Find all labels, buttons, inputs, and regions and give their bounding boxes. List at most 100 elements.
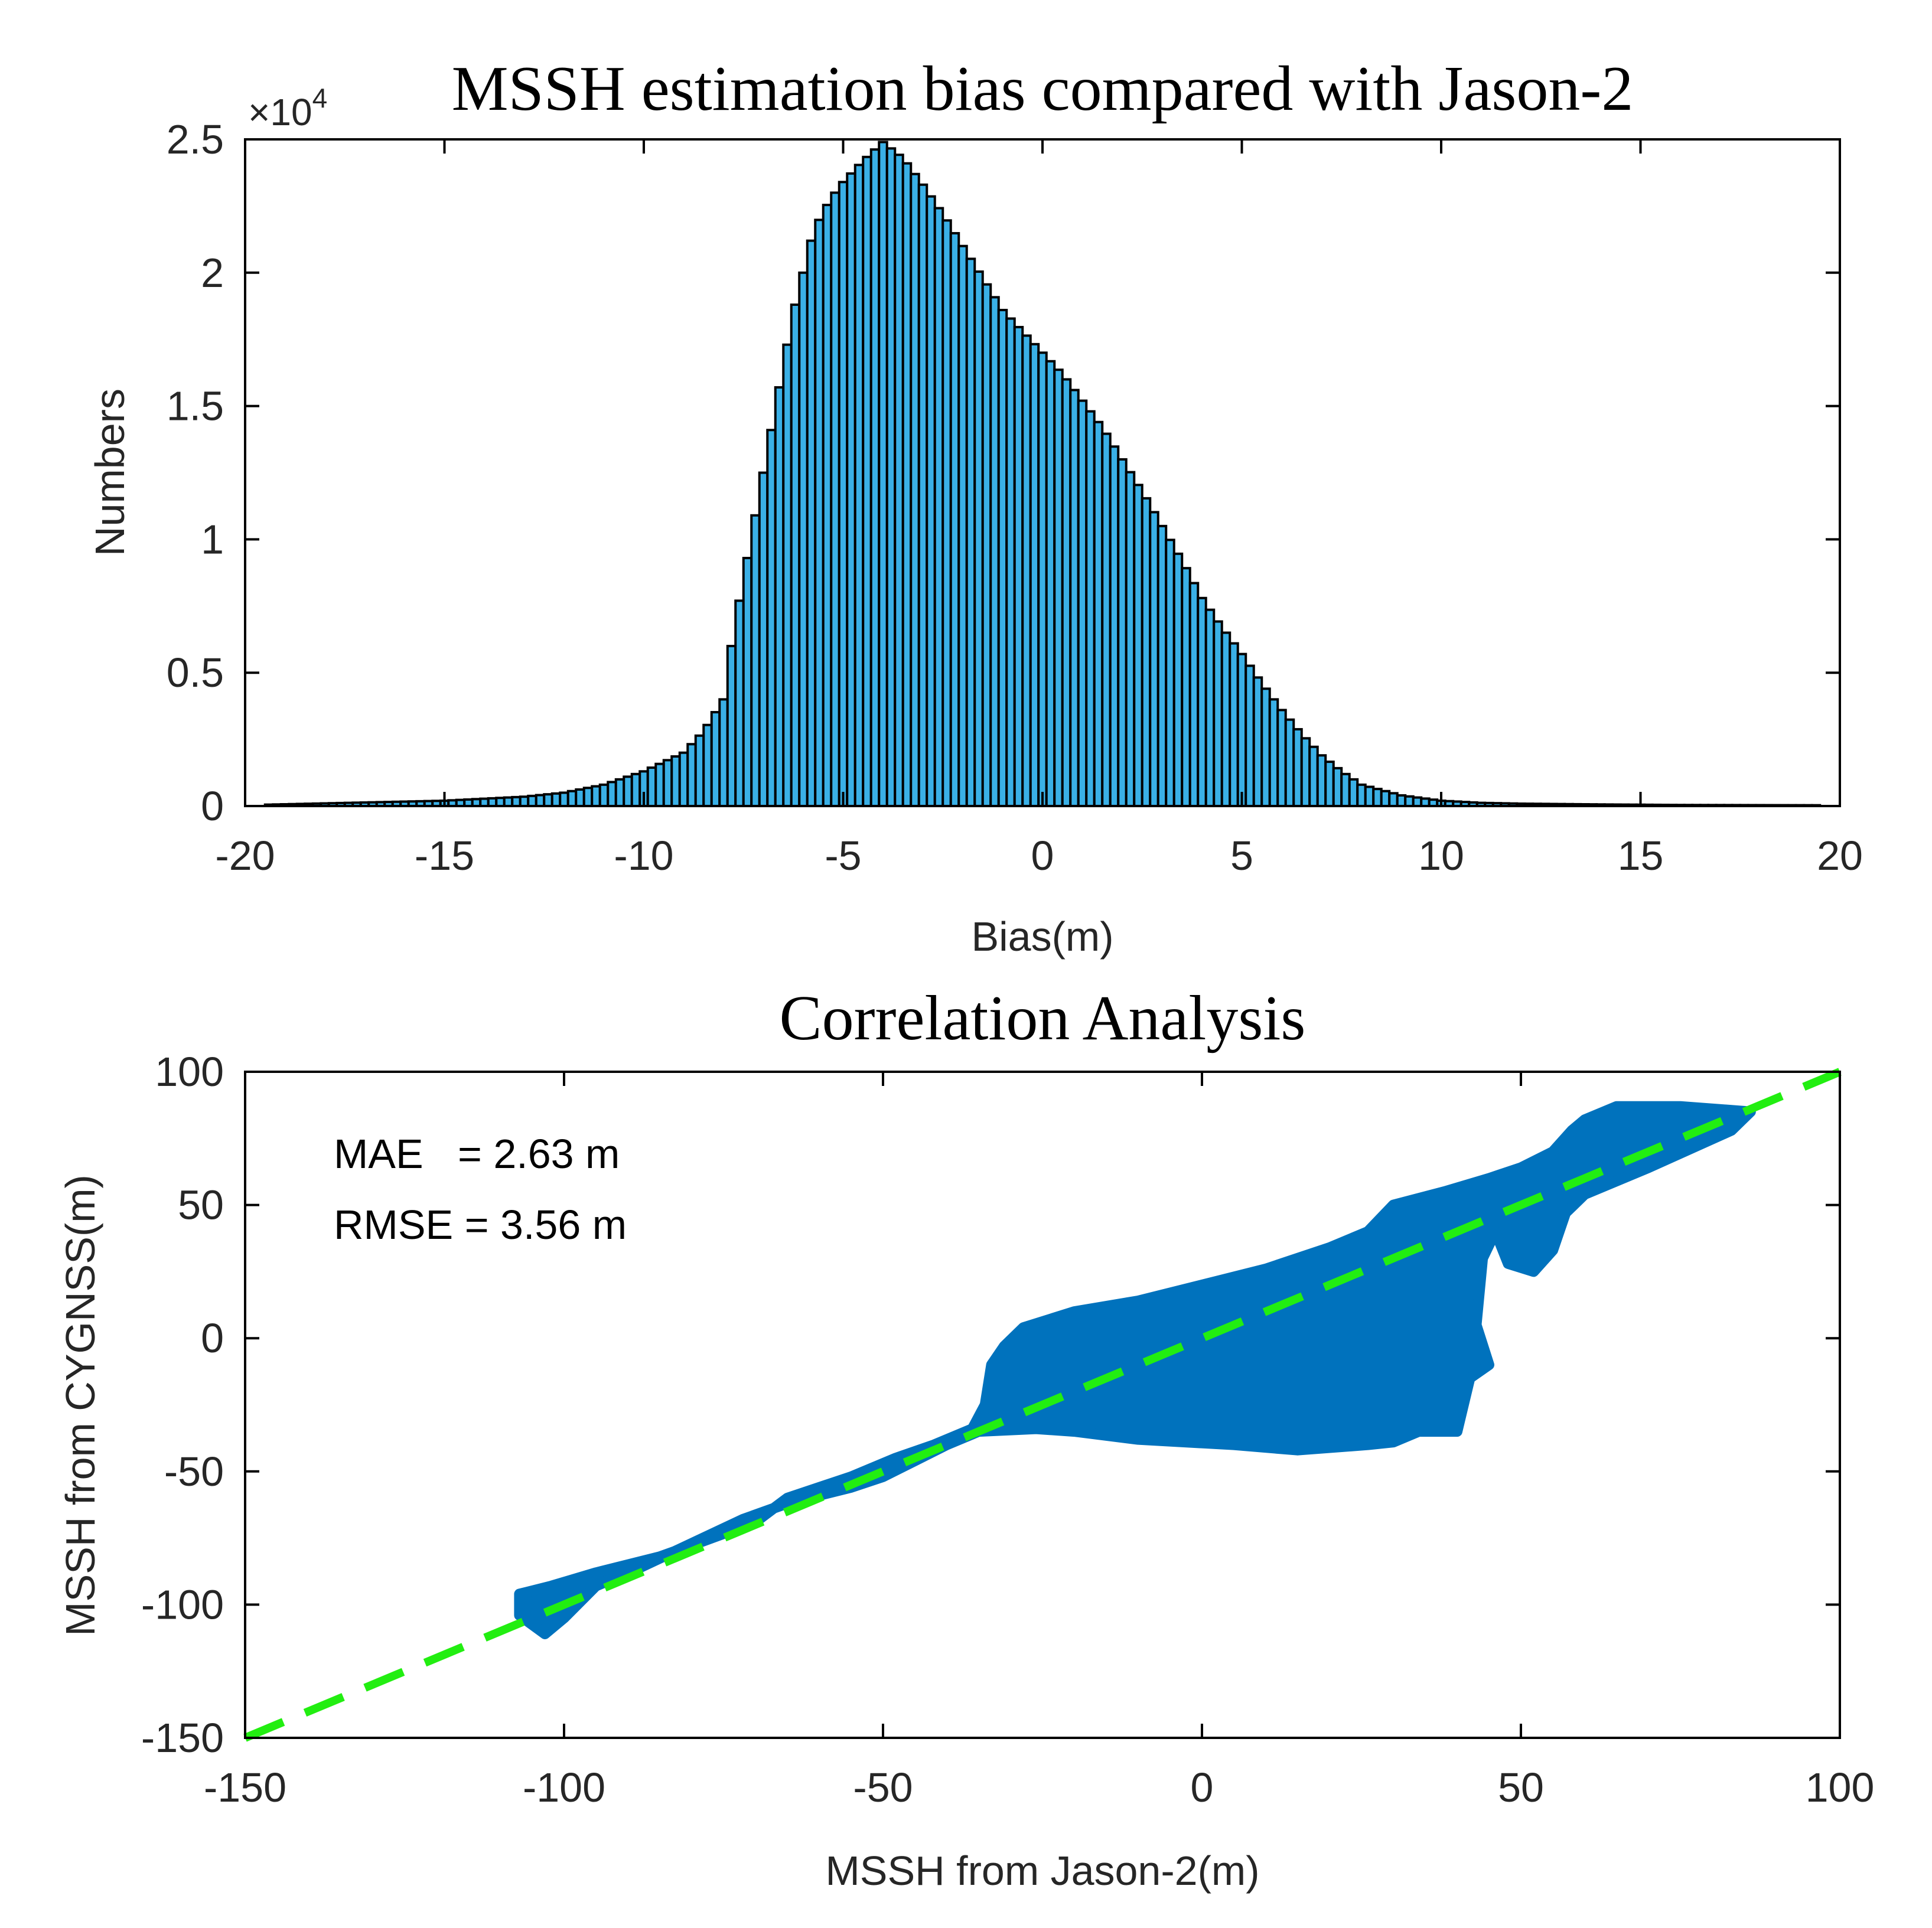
- histogram-bar: [646, 766, 657, 807]
- histogram-bar: [503, 796, 514, 808]
- histogram-bar: [1172, 552, 1184, 807]
- histogram-bar: [806, 239, 817, 807]
- histogram-bar: [519, 795, 530, 807]
- histogram-bar: [750, 514, 761, 807]
- histogram-bar: [726, 645, 737, 808]
- histogram-bar: [1284, 718, 1295, 808]
- histogram-bar: [1236, 653, 1247, 807]
- histogram-bar: [1396, 794, 1407, 807]
- histogram-bar: [766, 429, 777, 807]
- histogram-y-tick-label: 1.5: [167, 383, 224, 429]
- histogram-bar: [686, 743, 697, 807]
- histogram-x-axis-label: Bias(m): [971, 914, 1113, 960]
- histogram-bar: [511, 795, 522, 807]
- histogram-x-tick-label: 0: [1031, 833, 1054, 879]
- histogram-bar: [694, 734, 705, 808]
- histogram-exponent-label: ×104: [248, 83, 327, 133]
- histogram-bar: [894, 154, 904, 808]
- histogram-bar: [1356, 783, 1367, 807]
- scatter-x-tick-label: -150: [204, 1764, 286, 1810]
- histogram-bar: [1388, 792, 1399, 807]
- histogram-bar: [846, 172, 856, 807]
- scatter-y-tick-label: -150: [141, 1715, 224, 1761]
- histogram-bar: [949, 231, 960, 807]
- histogram-bar: [1292, 728, 1303, 807]
- histogram-x-tick-label: -15: [415, 833, 474, 879]
- histogram-y-tick-label: 0: [201, 783, 224, 829]
- histogram-bar: [1204, 608, 1216, 807]
- scatter-y-axis-label: MSSH from CYGNSS(m): [57, 1175, 103, 1636]
- histogram-y-tick-label: 2: [201, 250, 224, 296]
- scatter-y-tick-label: -50: [164, 1449, 224, 1495]
- histogram-bar: [1133, 484, 1143, 807]
- scatter-axes-box: [244, 1071, 1841, 1739]
- histogram-bar: [1156, 524, 1168, 807]
- histogram-bar: [1165, 539, 1175, 807]
- histogram-bar: [678, 751, 689, 808]
- histogram-bar: [774, 386, 785, 807]
- histogram-bar: [535, 794, 546, 807]
- histogram-bar: [981, 283, 992, 808]
- histogram-bar: [662, 759, 673, 807]
- histogram-bar: [1181, 567, 1191, 807]
- histogram-bar: [566, 790, 578, 807]
- histogram-bar: [862, 155, 872, 807]
- histogram-bar: [853, 164, 865, 808]
- histogram-bar: [885, 147, 897, 808]
- histogram-bar: [607, 781, 617, 807]
- scatter-x-tick-label: -50: [853, 1764, 913, 1810]
- histogram-bar: [1037, 351, 1048, 807]
- histogram-bar: [1077, 399, 1088, 807]
- histogram-x-tick-label: 5: [1230, 833, 1253, 879]
- histogram-bar: [965, 257, 976, 807]
- scatter-title: Correlation Analysis: [780, 983, 1306, 1053]
- histogram-bar: [901, 162, 913, 807]
- histogram-y-axis-label: Numbers: [87, 389, 133, 556]
- histogram-bar: [1252, 676, 1263, 807]
- histogram-bar: [822, 204, 833, 807]
- histogram-bar: [790, 303, 801, 807]
- histogram-bar: [710, 711, 721, 808]
- scatter-marks: [243, 1068, 1842, 1742]
- histogram-bar: [1149, 511, 1159, 808]
- histogram-bar: [702, 723, 713, 807]
- annotation-rmse: RMSE = 3.56 m: [334, 1202, 627, 1248]
- histogram-bar: [957, 244, 968, 807]
- histogram-bar: [926, 195, 936, 807]
- histogram-bar: [1213, 620, 1223, 807]
- annotation-mae: MAE = 2.63 m: [334, 1131, 620, 1177]
- histogram-bar: [1348, 778, 1359, 807]
- histogram-x-tick-label: 10: [1418, 833, 1464, 879]
- histogram-bar: [670, 755, 681, 807]
- histogram-bar: [1380, 790, 1391, 807]
- histogram-bar: [1372, 788, 1383, 807]
- histogram-ticks: -20 -15 -10 -5 0 5 10 15 20 0 0.5 1 1.5 2 2.5: [167, 116, 1863, 879]
- histogram-bar: [734, 599, 745, 808]
- histogram-bar: [1260, 687, 1271, 808]
- histogram-bar: [495, 797, 506, 807]
- histogram-bar: [878, 141, 888, 807]
- histogram-bar: [933, 207, 944, 807]
- histogram-bar: [1244, 664, 1255, 807]
- histogram-bar: [1125, 471, 1136, 807]
- histogram-x-tick-label: 20: [1817, 833, 1863, 879]
- histogram-y-tick-label: 0.5: [167, 650, 224, 696]
- histogram-bar: [559, 791, 569, 808]
- histogram-bar: [742, 557, 753, 807]
- histogram-bar: [989, 296, 1000, 808]
- histogram-bar: [1300, 737, 1311, 808]
- histogram-bar: [623, 775, 633, 807]
- histogram-x-tick-label: 15: [1618, 833, 1664, 879]
- histogram-bar: [1029, 342, 1040, 807]
- histogram-bar: [798, 271, 809, 807]
- scatter-panel: Correlation Analysis -150 -100 -50 0 50 100-1…: [57, 983, 1874, 1894]
- histogram-bar: [869, 148, 881, 807]
- histogram-bar: [1021, 334, 1032, 807]
- histogram-bar: [1188, 582, 1200, 808]
- scatter-y-tick-label: -100: [141, 1581, 224, 1627]
- histogram-bar: [1308, 745, 1319, 807]
- histogram-bar: [1197, 596, 1207, 807]
- histogram-bar: [591, 785, 601, 807]
- histogram-bar: [917, 183, 928, 807]
